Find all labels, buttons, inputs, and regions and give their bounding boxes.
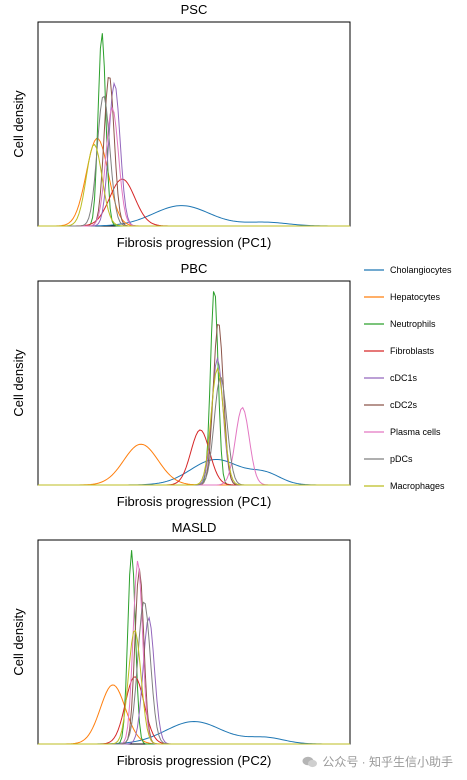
legend-label: Fibroblasts — [390, 346, 435, 356]
legend-label: Macrophages — [390, 481, 445, 491]
legend-item: pDCs — [364, 454, 413, 464]
density-line-hepatocytes — [38, 684, 350, 745]
density-line-macrophages — [38, 367, 350, 486]
legend-item: Hepatocytes — [364, 292, 441, 302]
x-axis-label: Fibrosis progression (PC1) — [117, 494, 272, 509]
density-line-plasma-cells — [38, 406, 350, 486]
legend-label: Plasma cells — [390, 427, 441, 437]
y-axis-label: Cell density — [11, 608, 26, 676]
panel-title: PBC — [181, 261, 208, 276]
density-line-cdc2s — [38, 568, 350, 745]
density-line-pdcs — [38, 376, 350, 486]
legend-label: Neutrophils — [390, 319, 436, 329]
density-line-pdcs — [38, 95, 350, 227]
density-line-hepatocytes — [38, 443, 350, 486]
density-line-cholangiocytes — [38, 458, 350, 486]
watermark-text: 公众号 · 知乎生信小助手 — [322, 755, 453, 769]
density-line-plasma-cells — [38, 560, 350, 745]
panel-masld: MASLD Fibrosis progression (PC2) Cell dens… — [11, 520, 351, 768]
density-line-neutrophils — [38, 550, 350, 745]
plot-frame — [37, 539, 351, 745]
density-line-pdcs — [38, 601, 350, 745]
legend-label: cDC1s — [390, 373, 418, 383]
plot-frame — [37, 280, 351, 486]
watermark: 公众号 · 知乎生信小助手 — [302, 753, 453, 770]
legend-label: Hepatocytes — [390, 292, 441, 302]
panels: PSC Fibrosis progression (PC1) Cell densit… — [11, 2, 351, 768]
density-line-fibroblasts — [38, 429, 350, 486]
legend-item: cDC1s — [364, 373, 418, 383]
density-line-macrophages — [38, 143, 350, 227]
legend-label: pDCs — [390, 454, 413, 464]
legend: Cholangiocytes Hepatocytes Neutrophils Fibr… — [364, 265, 452, 491]
density-line-neutrophils — [38, 33, 350, 227]
density-line-cdc1s — [38, 616, 350, 745]
density-line-cdc1s — [38, 81, 350, 227]
density-line-neutrophils — [38, 291, 350, 486]
y-axis-label: Cell density — [11, 349, 26, 417]
legend-item: Cholangiocytes — [364, 265, 452, 275]
legend-item: Neutrophils — [364, 319, 436, 329]
legend-item: Fibroblasts — [364, 346, 435, 356]
y-axis-label: Cell density — [11, 90, 26, 158]
density-line-cdc1s — [38, 356, 350, 486]
density-line-cholangiocytes — [38, 205, 350, 227]
panel-title: MASLD — [172, 520, 217, 535]
density-line-macrophages — [38, 629, 350, 745]
wechat-icon — [302, 756, 318, 767]
density-line-cdc2s — [38, 77, 350, 227]
density-line-plasma-cells — [38, 106, 350, 227]
panel-title: PSC — [181, 2, 208, 17]
density-line-hepatocytes — [38, 137, 350, 227]
density-line-fibroblasts — [38, 676, 350, 745]
panel-pbc: PBC Fibrosis progression (PC1) Cell densit… — [11, 261, 351, 509]
x-axis-label: Fibrosis progression (PC1) — [117, 235, 272, 250]
legend-item: cDC2s — [364, 400, 418, 410]
legend-label: cDC2s — [390, 400, 418, 410]
legend-item: Macrophages — [364, 481, 445, 491]
panel-psc: PSC Fibrosis progression (PC1) Cell densit… — [11, 2, 351, 250]
x-axis-label: Fibrosis progression (PC2) — [117, 753, 272, 768]
legend-label: Cholangiocytes — [390, 265, 452, 275]
density-line-cdc2s — [38, 324, 350, 486]
plot-frame — [37, 21, 351, 227]
density-line-cholangiocytes — [38, 721, 350, 745]
legend-item: Plasma cells — [364, 427, 441, 437]
